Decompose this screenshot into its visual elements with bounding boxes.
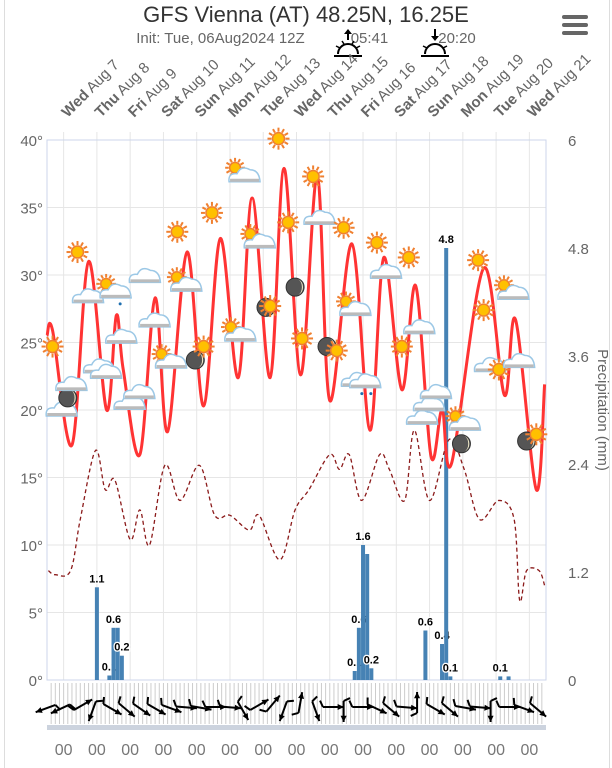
sunrise-time: 05:41 [350,30,389,47]
hamburger-menu-icon[interactable] [562,15,588,37]
chart-title: GFS Vienna (AT) 48.25N, 16.25E [143,2,469,27]
sunrise-icon [334,29,362,57]
page-frame [4,0,610,768]
sunset-time: 20:20 [438,30,476,47]
init-time: Init: Tue, 06Aug2024 12Z [136,30,305,47]
chart-subtitle: Init: Tue, 06Aug2024 12Z 05:41 20:20 [0,30,612,47]
sunset-icon [421,29,449,57]
